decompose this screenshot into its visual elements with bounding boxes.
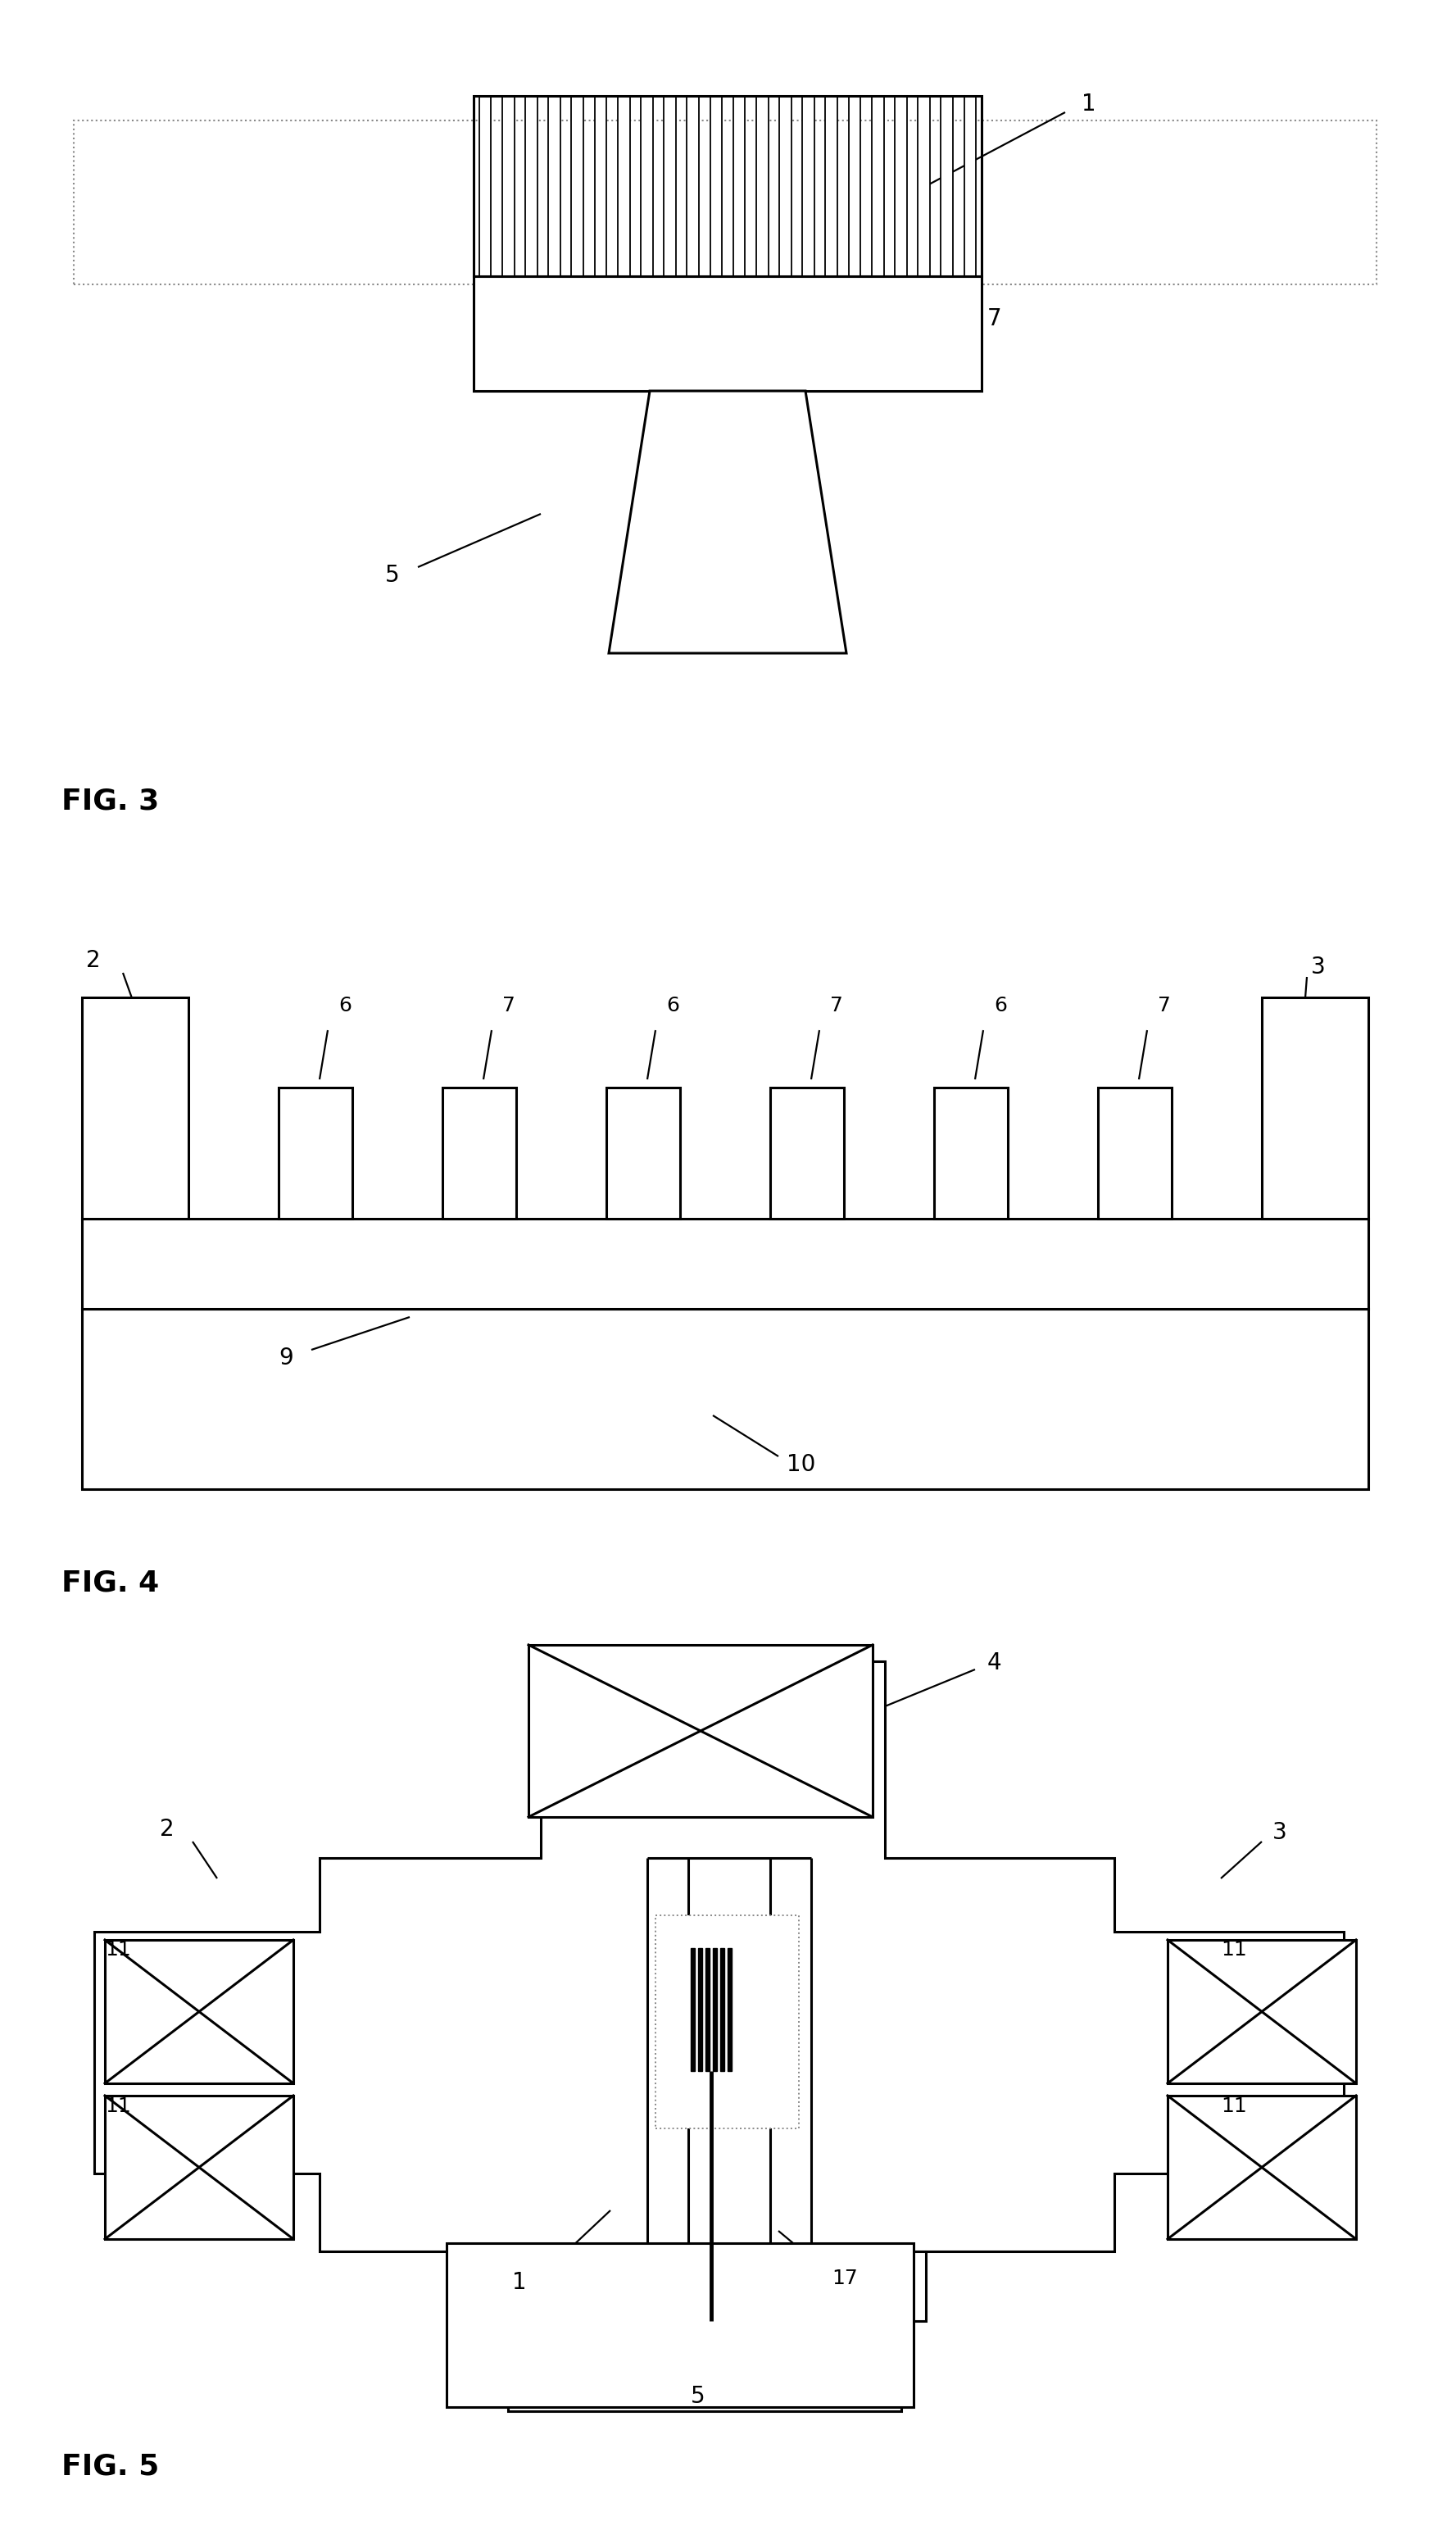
Bar	[74, 121, 1376, 283]
Bar	[82, 1219, 1369, 1308]
Bar	[895, 96, 907, 276]
Bar	[779, 96, 791, 276]
Text: 5: 5	[384, 564, 399, 587]
Bar	[941, 96, 954, 276]
Bar	[690, 1948, 695, 2072]
Text: 7: 7	[502, 997, 515, 1015]
Bar	[664, 96, 676, 276]
Text: 10: 10	[786, 1452, 815, 1475]
Bar	[706, 1948, 709, 2072]
Text: FIG. 3: FIG. 3	[61, 787, 159, 815]
Bar	[849, 96, 860, 276]
Bar	[699, 1948, 702, 2072]
Text: 3: 3	[1310, 956, 1325, 979]
Text: 6: 6	[994, 997, 1008, 1015]
Text: 3: 3	[1273, 1822, 1287, 1844]
Bar	[802, 96, 814, 276]
Bar	[447, 2244, 913, 2406]
Bar	[105, 2095, 293, 2239]
Text: FIG. 5: FIG. 5	[61, 2452, 159, 2479]
Bar	[655, 1915, 799, 2128]
Bar	[105, 1941, 293, 2082]
Text: 1: 1	[1082, 94, 1096, 116]
Text: 2: 2	[160, 1817, 175, 1842]
Bar	[1262, 997, 1369, 1219]
Bar	[756, 96, 769, 276]
Text: 1: 1	[513, 2272, 527, 2295]
Bar	[935, 1088, 1008, 1219]
Bar	[473, 96, 981, 276]
Bar	[473, 276, 981, 392]
Bar	[721, 1948, 724, 2072]
Bar	[1168, 1941, 1356, 2082]
Bar	[526, 96, 537, 276]
Bar	[641, 96, 652, 276]
Text: 11: 11	[105, 1941, 131, 1961]
Bar	[964, 96, 976, 276]
Bar	[917, 96, 930, 276]
Text: 4: 4	[987, 1652, 1002, 1675]
Bar	[502, 96, 514, 276]
Text: 11: 11	[1220, 2097, 1246, 2115]
Text: 6: 6	[338, 997, 351, 1015]
Bar	[734, 96, 745, 276]
Text: 11: 11	[105, 2097, 131, 2115]
Bar	[711, 96, 722, 276]
Bar	[443, 1088, 517, 1219]
Bar	[572, 96, 584, 276]
Bar	[1168, 2095, 1356, 2239]
Text: 6: 6	[667, 997, 680, 1015]
Bar	[82, 1308, 1369, 1490]
Text: 5: 5	[690, 2386, 705, 2409]
Text: 7: 7	[1158, 997, 1171, 1015]
Bar	[529, 1644, 872, 1817]
Bar	[770, 1088, 844, 1219]
Bar	[594, 96, 607, 276]
Bar	[728, 1948, 732, 2072]
Bar	[687, 96, 699, 276]
Bar	[826, 96, 837, 276]
Text: 17: 17	[831, 2269, 858, 2287]
Bar	[549, 96, 561, 276]
Text: 9: 9	[278, 1346, 293, 1369]
Text: 2: 2	[86, 949, 100, 972]
Text: 7: 7	[830, 997, 843, 1015]
Polygon shape	[609, 392, 846, 653]
Bar	[713, 1948, 716, 2072]
Bar	[1098, 1088, 1172, 1219]
Text: FIG. 4: FIG. 4	[61, 1569, 159, 1596]
Bar	[479, 96, 491, 276]
Bar	[606, 1088, 680, 1219]
Text: 7: 7	[987, 306, 1002, 331]
Bar	[278, 1088, 352, 1219]
Text: 11: 11	[1220, 1941, 1246, 1961]
Polygon shape	[95, 1662, 1344, 2411]
Bar	[872, 96, 884, 276]
Bar	[82, 997, 188, 1219]
Bar	[617, 96, 629, 276]
